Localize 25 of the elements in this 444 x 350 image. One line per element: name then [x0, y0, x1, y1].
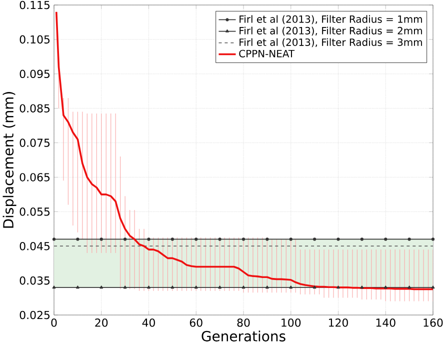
x-tick-label: 40 [142, 318, 155, 327]
y-tick-label: 0.035 [20, 276, 50, 285]
x-tick-label: 140 [376, 318, 396, 327]
x-tick-label: 160 [424, 318, 443, 327]
y-tick-label: 0.095 [20, 70, 50, 78]
x-tick-label: 80 [237, 318, 250, 327]
legend-label: Firl et al (2013), Filter Radius = 3mm [240, 38, 422, 48]
x-tick-label: 60 [190, 318, 202, 327]
y-axis-title: Displacement (mm) [2, 92, 16, 228]
y-tick-label: 0.045 [20, 242, 50, 250]
legend-label: CPPN-NEAT [239, 50, 295, 58]
legend-label: Firl et al (2013), Filter Radius = 2mm [240, 26, 422, 36]
x-tick-label: 20 [95, 318, 108, 327]
y-tick-label: 0.115 [20, 0, 50, 10]
x-tick-label: 120 [328, 318, 348, 327]
y-tick-label: 0.075 [20, 138, 50, 147]
y-tick-label: 0.085 [20, 104, 50, 112]
x-tick-label: 0 [51, 318, 57, 327]
y-tick-label: 0.065 [20, 173, 50, 182]
legend-label: Firl et al (2013), Filter Radius = 1mm [240, 15, 422, 24]
x-tick-label: 100 [282, 318, 301, 327]
x-axis-title: Generations [202, 330, 286, 342]
y-tick-label: 0.025 [20, 310, 50, 320]
y-tick-label: 0.105 [20, 35, 50, 44]
y-tick-label: 0.055 [20, 208, 50, 216]
